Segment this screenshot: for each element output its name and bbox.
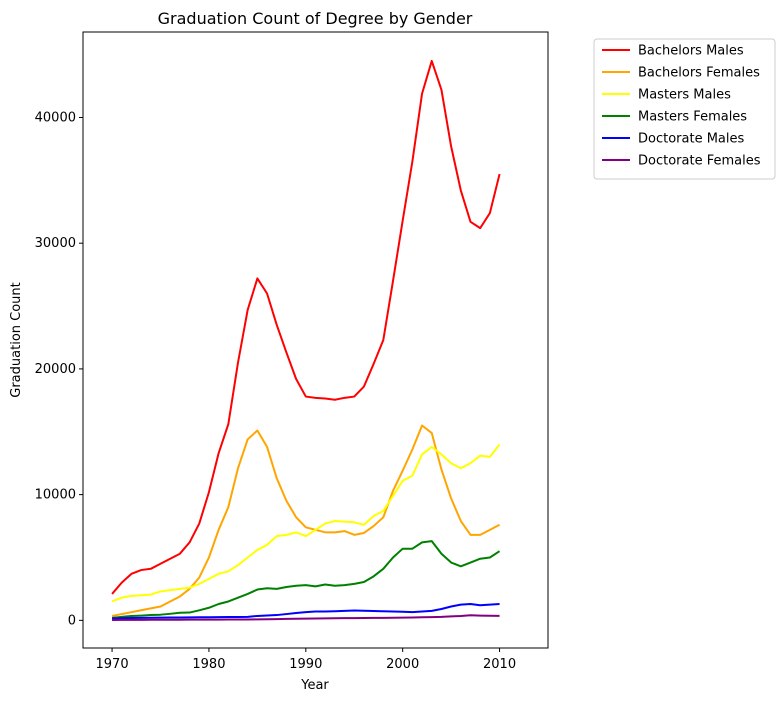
legend-label: Doctorate Females	[638, 154, 761, 169]
series-line-masters-females	[111, 540, 501, 619]
y-tick-label: 30000	[35, 236, 76, 251]
series-line-doctorate-females	[112, 614, 500, 621]
y-tick-label: 10000	[35, 488, 76, 503]
y-tick-label: 40000	[35, 110, 76, 125]
y-axis-title: Graduation Count	[9, 282, 24, 397]
x-axis-title: Year	[300, 678, 329, 693]
series-line-doctorate-males	[112, 603, 500, 620]
series-line-bachelors-males	[111, 59, 501, 595]
x-tick-label: 2010	[483, 657, 516, 672]
y-tick-label: 20000	[35, 362, 76, 377]
x-tick-label: 1990	[289, 657, 322, 672]
legend-label: Doctorate Males	[638, 132, 744, 147]
series-line-bachelors-females	[111, 424, 501, 617]
y-axis: 0 10000 20000 30000 40000	[35, 110, 83, 628]
legend-label: Bachelors Males	[638, 44, 744, 59]
x-axis: 1970 1980 1990 2000 2010	[96, 648, 516, 672]
x-tick-label: 2000	[386, 657, 419, 672]
legend: Bachelors Males Bachelors Females Masters …	[593, 38, 776, 180]
legend-label: Masters Males	[638, 88, 731, 103]
series-lines	[111, 59, 501, 621]
series-line-masters-males	[111, 443, 501, 603]
legend-label: Masters Females	[638, 110, 747, 125]
legend-frame	[593, 38, 776, 180]
chart-title: Graduation Count of Degree by Gender	[158, 9, 473, 28]
plot-area	[82, 31, 549, 649]
y-tick-label: 0	[68, 613, 76, 628]
x-tick-label: 1980	[192, 657, 225, 672]
legend-label: Bachelors Females	[638, 66, 760, 81]
x-tick-label: 1970	[96, 657, 129, 672]
